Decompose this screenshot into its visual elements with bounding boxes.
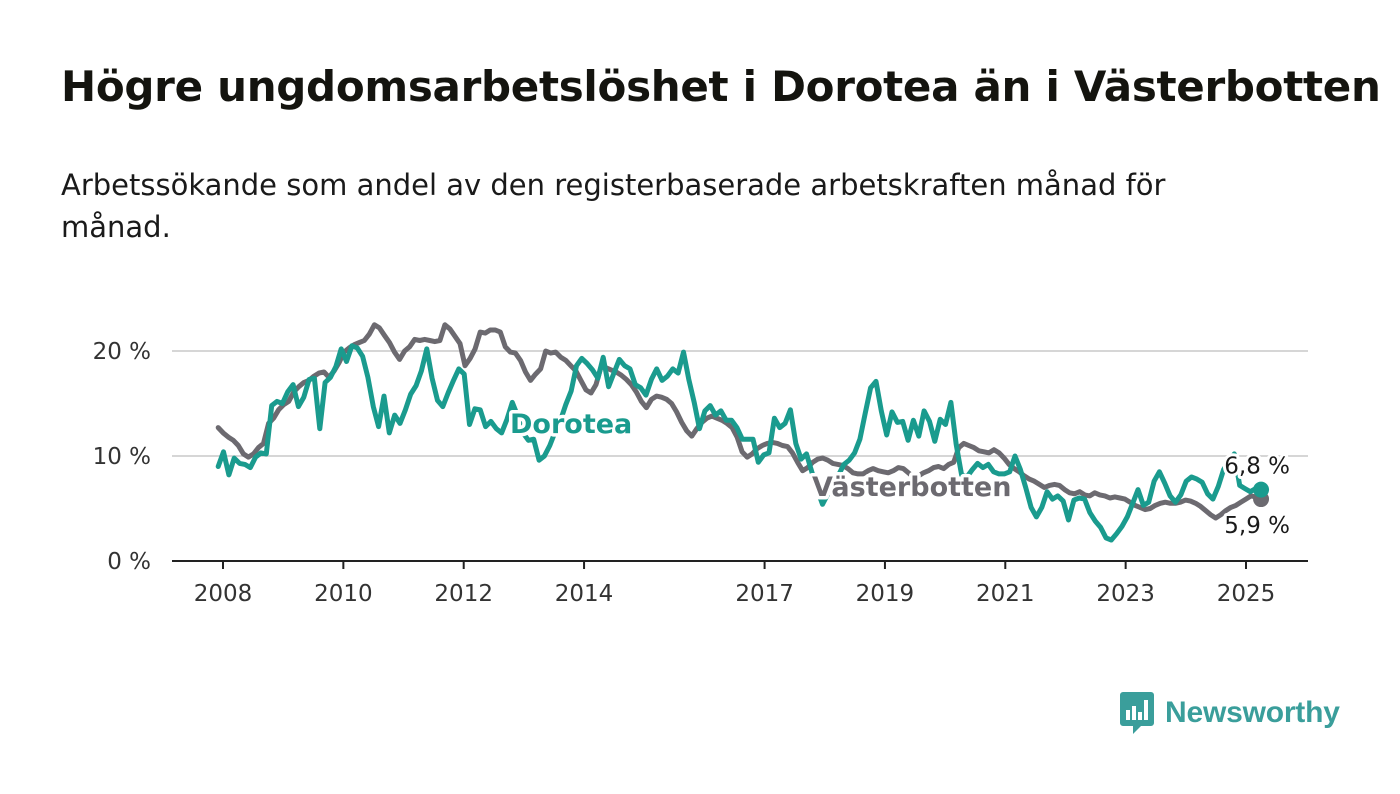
x-tick-label: 2021 [976, 581, 1035, 607]
x-tick-label: 2014 [555, 581, 614, 607]
x-tick-label: 2012 [434, 581, 493, 607]
chart-title: Högre ungdomsarbetslöshet i Dorotea än i… [61, 62, 1381, 111]
series-labels: Västerbotten Dorotea 6,8 % 5,9 % [507, 406, 1294, 543]
y-tick-label: 0 % [107, 549, 151, 575]
x-tick-label: 2008 [194, 581, 253, 607]
brand-name: Newsworthy [1165, 696, 1340, 729]
newsworthy-bar-chart-icon [1120, 692, 1154, 734]
end-value-label-dorotea: 6,8 % [1224, 454, 1290, 480]
series-label-dorotea: Dorotea [510, 409, 632, 440]
x-axis-ticks: 2008 2010 2012 2014 2017 2019 2021 2023 2025 [194, 561, 1276, 607]
x-tick-label: 2025 [1217, 581, 1276, 607]
x-tick-label: 2019 [856, 581, 915, 607]
y-tick-label: 10 % [93, 444, 151, 470]
x-tick-label: 2010 [314, 581, 373, 607]
grid-lines [172, 350, 1308, 562]
chart-subtitle: Arbetssökande som andel av den registerb… [61, 168, 1166, 244]
x-tick-label: 2023 [1096, 581, 1155, 607]
series-line-dorotea [215, 343, 1264, 543]
end-value-label-västerbotten: 5,9 % [1224, 513, 1290, 539]
series-line-västerbotten [215, 322, 1264, 521]
y-tick-label: 20 % [93, 339, 151, 365]
y-axis-ticks: 0 % 10 % 20 % [93, 339, 151, 575]
end-point-dorotea [1253, 481, 1270, 498]
series-lines [215, 322, 1270, 543]
series-label-västerbotten: Västerbotten [812, 472, 1011, 503]
x-tick-label: 2017 [735, 581, 794, 607]
brand-logo[interactable]: Newsworthy [1119, 690, 1340, 736]
